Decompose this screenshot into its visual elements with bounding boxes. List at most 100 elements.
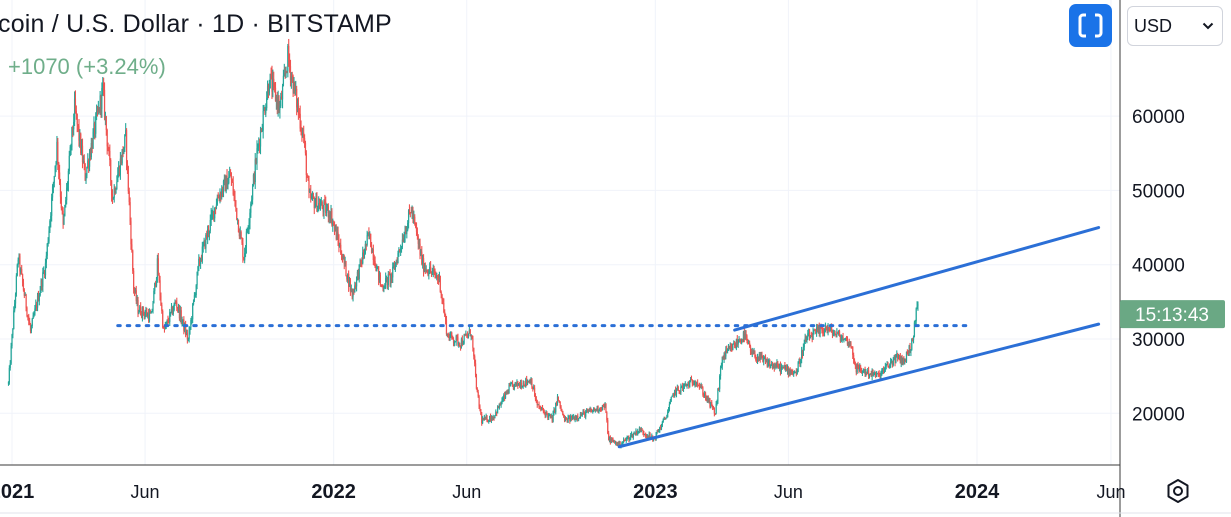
candle-body [534, 396, 537, 400]
candle-body [266, 98, 268, 109]
candle-body [767, 362, 769, 367]
candle-body [214, 207, 217, 209]
candle-body [898, 354, 901, 357]
candle-body [594, 409, 597, 412]
candle-body [822, 330, 824, 332]
candle-body [868, 374, 871, 376]
candle-body [20, 269, 22, 272]
candle-body [734, 343, 736, 347]
candle-body [14, 294, 17, 304]
candle-body [771, 363, 774, 368]
candle-body [753, 351, 755, 354]
candle-body [778, 364, 781, 369]
candle-body [746, 336, 748, 341]
candle-body [473, 347, 475, 357]
candle-body [498, 403, 500, 409]
candle-body [899, 356, 901, 364]
candle-body [597, 406, 599, 412]
candle-body [634, 432, 636, 435]
candle-body [770, 364, 772, 368]
candle-body [99, 95, 101, 113]
candle-body [394, 263, 396, 270]
candle-body [409, 212, 411, 214]
candle-body [178, 306, 181, 319]
candle-body [864, 369, 866, 375]
currency-select[interactable]: USD [1127, 6, 1223, 46]
candle-body [758, 354, 760, 360]
candlestick-series [7, 38, 919, 449]
candle-body [903, 357, 905, 361]
candle-body [543, 411, 545, 413]
candle-body [562, 411, 564, 416]
candle-body [27, 315, 29, 317]
candle-body [181, 321, 183, 323]
candle-body [895, 354, 897, 363]
candle-body [882, 369, 885, 372]
candle-body [582, 411, 584, 415]
candle-body [749, 342, 751, 347]
candle-body [395, 261, 397, 264]
candle-body [187, 339, 189, 341]
candle-body [177, 307, 179, 310]
candle-body [492, 417, 494, 420]
candle-body [628, 436, 630, 440]
candle-body [112, 197, 114, 200]
candle-body [528, 380, 530, 383]
candle-body [286, 71, 288, 73]
candle-body [615, 441, 617, 444]
candle-body [563, 416, 566, 422]
candle-body [210, 213, 212, 220]
candle-body [581, 414, 583, 416]
candle-body [838, 330, 841, 337]
price-axis[interactable]: 20000 30000 40000 50000 60000 [1132, 107, 1185, 425]
candle-body [192, 299, 195, 305]
candle-body [536, 400, 538, 405]
candle-body [459, 345, 462, 348]
candle-body [917, 304, 919, 307]
candle-body [787, 367, 790, 374]
candle-body [207, 229, 209, 238]
candle-body [622, 442, 624, 444]
candle-body [849, 343, 851, 347]
candle-body [388, 274, 390, 276]
candle-body [8, 367, 10, 383]
candle-body [120, 158, 122, 164]
candle-body [197, 266, 199, 272]
candle-body [611, 439, 613, 441]
candle-body [118, 166, 120, 175]
candle-body [677, 386, 679, 391]
candle-body [324, 201, 326, 203]
candle-body [550, 415, 552, 418]
candle-body [556, 402, 558, 404]
candle-body [216, 197, 218, 205]
candle-body [338, 240, 340, 248]
candle-body [737, 342, 739, 345]
candle-body [279, 106, 281, 110]
candle-body [415, 222, 417, 228]
candle-body [52, 182, 55, 187]
candle-body [229, 173, 232, 177]
candle-body [461, 339, 463, 345]
candle-body [392, 266, 395, 268]
fullscreen-button[interactable] [1069, 4, 1112, 47]
candle-body [527, 381, 530, 383]
candle-body [358, 264, 360, 279]
candle-body [476, 388, 478, 392]
candle-body [345, 261, 347, 276]
candle-body [85, 175, 87, 181]
candle-body [455, 336, 457, 342]
candle-body [521, 386, 523, 388]
candle-body [416, 231, 418, 237]
time-axis[interactable]: 2021 Jun 2022 Jun 2023 Jun 2024 Jun [0, 481, 1125, 503]
candle-body [322, 207, 324, 213]
candle-body [803, 343, 805, 348]
candle-body [456, 336, 458, 338]
candle-body [768, 361, 770, 363]
candle-body [76, 114, 78, 125]
candle-body [202, 244, 204, 247]
candle-body [716, 401, 718, 404]
price-axis-tick-label: 30000 [1132, 330, 1185, 351]
candle-body [196, 271, 198, 286]
settings-gear-icon[interactable] [1163, 476, 1193, 506]
